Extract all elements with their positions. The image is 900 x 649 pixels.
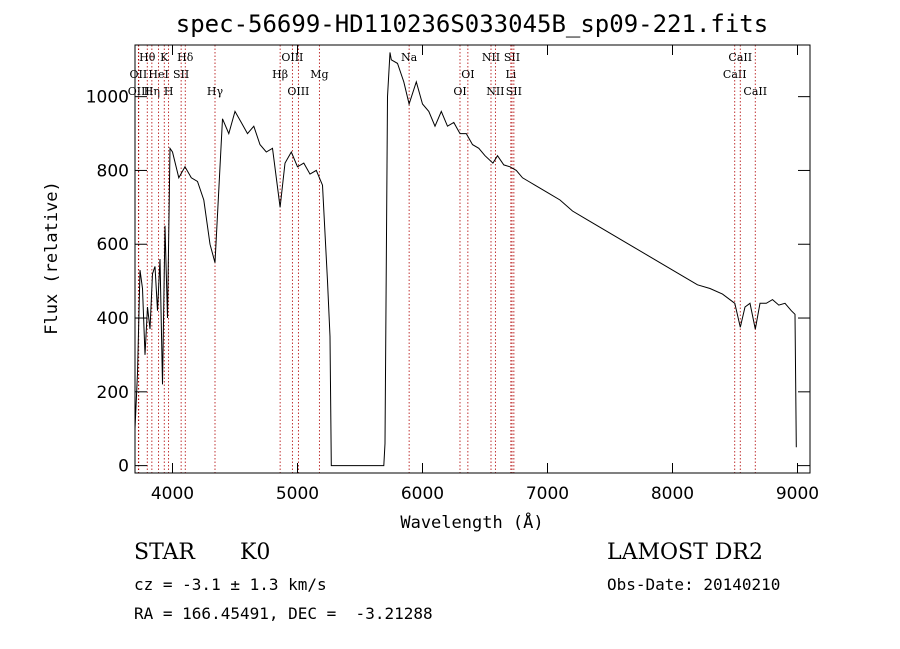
spectral-line-label: CaII — [728, 51, 752, 64]
x-tick-label: 6000 — [401, 484, 444, 504]
axis-ticks: 4000 5000 6000 7000 8000 9000 0 200 400 600 800 100… — [86, 45, 819, 504]
y-tick-label: 400 — [97, 309, 129, 329]
survey-name: LAMOST DR2 — [607, 540, 763, 565]
coordinates: RA = 166.45491, DEC = -3.21288 — [134, 604, 433, 623]
y-tick-label: 1000 — [86, 88, 129, 108]
spectral-line-label: SII — [504, 51, 520, 64]
spectral-line-label: HeI — [148, 68, 168, 81]
x-axis-label: Wavelength (Å) — [400, 511, 543, 533]
spectral-line-label: H — [164, 85, 174, 98]
redshift-value: cz = -3.1 ± 1.3 km/s — [134, 575, 327, 594]
spectral-line-label: Hη — [144, 85, 160, 98]
spectral-line-label: NII — [482, 51, 500, 64]
spectrum-line — [134, 52, 797, 467]
spectral-line-label: OIII — [287, 85, 309, 98]
x-tick-label: 9000 — [776, 484, 819, 504]
spectral-line-label: Hθ — [139, 51, 156, 64]
plot-frame — [134, 44, 811, 474]
object-class: STAR — [134, 540, 195, 565]
spectral-line-label: SII — [173, 68, 189, 81]
x-tick-label: 7000 — [526, 484, 569, 504]
spectral-line-label: SII — [506, 85, 522, 98]
x-tick-label: 4000 — [151, 484, 194, 504]
object-subclass: K0 — [240, 540, 271, 565]
y-tick-label: 800 — [97, 161, 129, 181]
spectral-line-label: CaII — [743, 85, 767, 98]
spectral-line-label: Li — [505, 68, 516, 81]
spectral-line-label: Mg — [310, 68, 328, 81]
spectral-lines: HθOIIOIIIHηHeIKHSIIHδHγHβOIIIOIIIMgNaOIO… — [128, 45, 767, 473]
spectrum-chart: spec-56699-HD110236S033045B_sp09-221.fit… — [42, 10, 819, 533]
y-axis-label: Flux (relative) — [42, 181, 62, 335]
y-tick-label: 200 — [97, 383, 129, 403]
chart-title: spec-56699-HD110236S033045B_sp09-221.fit… — [176, 10, 768, 38]
spectral-line-label: NII — [486, 85, 504, 98]
observation-date: Obs-Date: 20140210 — [607, 575, 781, 594]
x-tick-label: 8000 — [651, 484, 694, 504]
spectral-line-label: CaII — [723, 68, 747, 81]
spectral-line-label: Hγ — [207, 85, 224, 98]
spectral-line-label: Hβ — [272, 68, 288, 81]
spectral-line-label: Hδ — [177, 51, 194, 64]
y-tick-label: 600 — [97, 235, 129, 255]
spectral-line-label: OI — [461, 68, 474, 81]
spectral-line-label: OI — [453, 85, 466, 98]
spectral-line-label: OIII — [281, 51, 303, 64]
spectral-line-label: OIII — [128, 85, 150, 98]
y-tick-label: 0 — [118, 457, 129, 477]
spectral-line-label: K — [160, 51, 169, 64]
x-tick-label: 5000 — [276, 484, 319, 504]
spectral-line-label: Na — [401, 51, 418, 64]
